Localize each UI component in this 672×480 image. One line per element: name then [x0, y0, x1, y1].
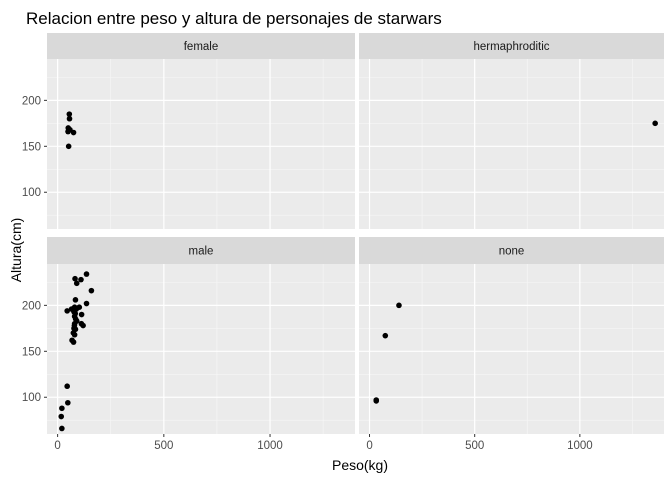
x-tick-label: 1000 — [567, 440, 593, 452]
data-point — [58, 413, 65, 420]
facet-strip — [359, 33, 664, 59]
panel-background — [359, 264, 664, 434]
data-point — [652, 120, 658, 127]
x-tick-label: 0 — [54, 440, 60, 452]
x-tick-label: 500 — [154, 440, 173, 452]
data-point — [373, 398, 380, 404]
facet-female: female 100 150 200 — [22, 33, 355, 229]
facet-strip-label: none — [499, 246, 525, 258]
data-point — [59, 425, 65, 432]
facet-strip — [47, 237, 355, 264]
data-point — [72, 297, 79, 303]
data-point — [70, 129, 77, 136]
x-tick-label: 0 — [366, 440, 372, 452]
y-tick-label: 100 — [22, 187, 41, 199]
y-axis-title: Altura(cm) — [8, 218, 24, 283]
facet-panels: female 100 150 200 hermaphroditic male 100 150 2… — [22, 33, 664, 452]
y-tick-label: 200 — [22, 300, 41, 312]
facet-strip — [359, 237, 664, 264]
facet-strip-label: male — [189, 246, 214, 258]
facet-male: male 100 150 200 0 500 1000 — [22, 237, 355, 452]
x-axis-title: Peso(kg) — [332, 457, 388, 473]
data-point — [83, 271, 90, 277]
panel-background — [47, 59, 355, 229]
data-point — [66, 115, 73, 122]
facet-none: none 0 500 1000 — [359, 237, 664, 452]
facet-strip-label: female — [184, 41, 219, 53]
data-point — [73, 280, 80, 287]
facet-strip — [47, 33, 355, 59]
data-point — [396, 302, 402, 309]
panel-background — [359, 59, 664, 229]
chart-title: Relacion entre peso y altura de personaj… — [26, 9, 442, 28]
y-tick-label: 200 — [22, 95, 41, 107]
data-point — [80, 322, 86, 329]
facet-hermaphroditic: hermaphroditic — [359, 33, 664, 229]
data-point — [78, 276, 84, 283]
data-point — [65, 399, 71, 406]
data-point — [70, 339, 77, 345]
y-tick-label: 150 — [22, 346, 41, 358]
data-point — [66, 111, 73, 117]
data-point — [64, 383, 70, 390]
x-tick-label: 1000 — [257, 440, 283, 452]
facet-strip-label: hermaphroditic — [473, 41, 549, 53]
y-tick-label: 150 — [22, 141, 41, 153]
data-point — [71, 331, 78, 338]
data-point — [78, 311, 85, 318]
data-point — [59, 405, 65, 412]
data-point — [76, 304, 83, 310]
data-point — [83, 300, 90, 307]
data-point — [382, 332, 389, 339]
data-point — [65, 143, 72, 150]
y-tick-label: 100 — [22, 392, 41, 404]
data-point — [72, 275, 78, 282]
x-tick-label: 500 — [465, 440, 484, 452]
data-point — [88, 287, 95, 294]
panel-background — [47, 264, 355, 434]
data-point — [64, 308, 70, 314]
